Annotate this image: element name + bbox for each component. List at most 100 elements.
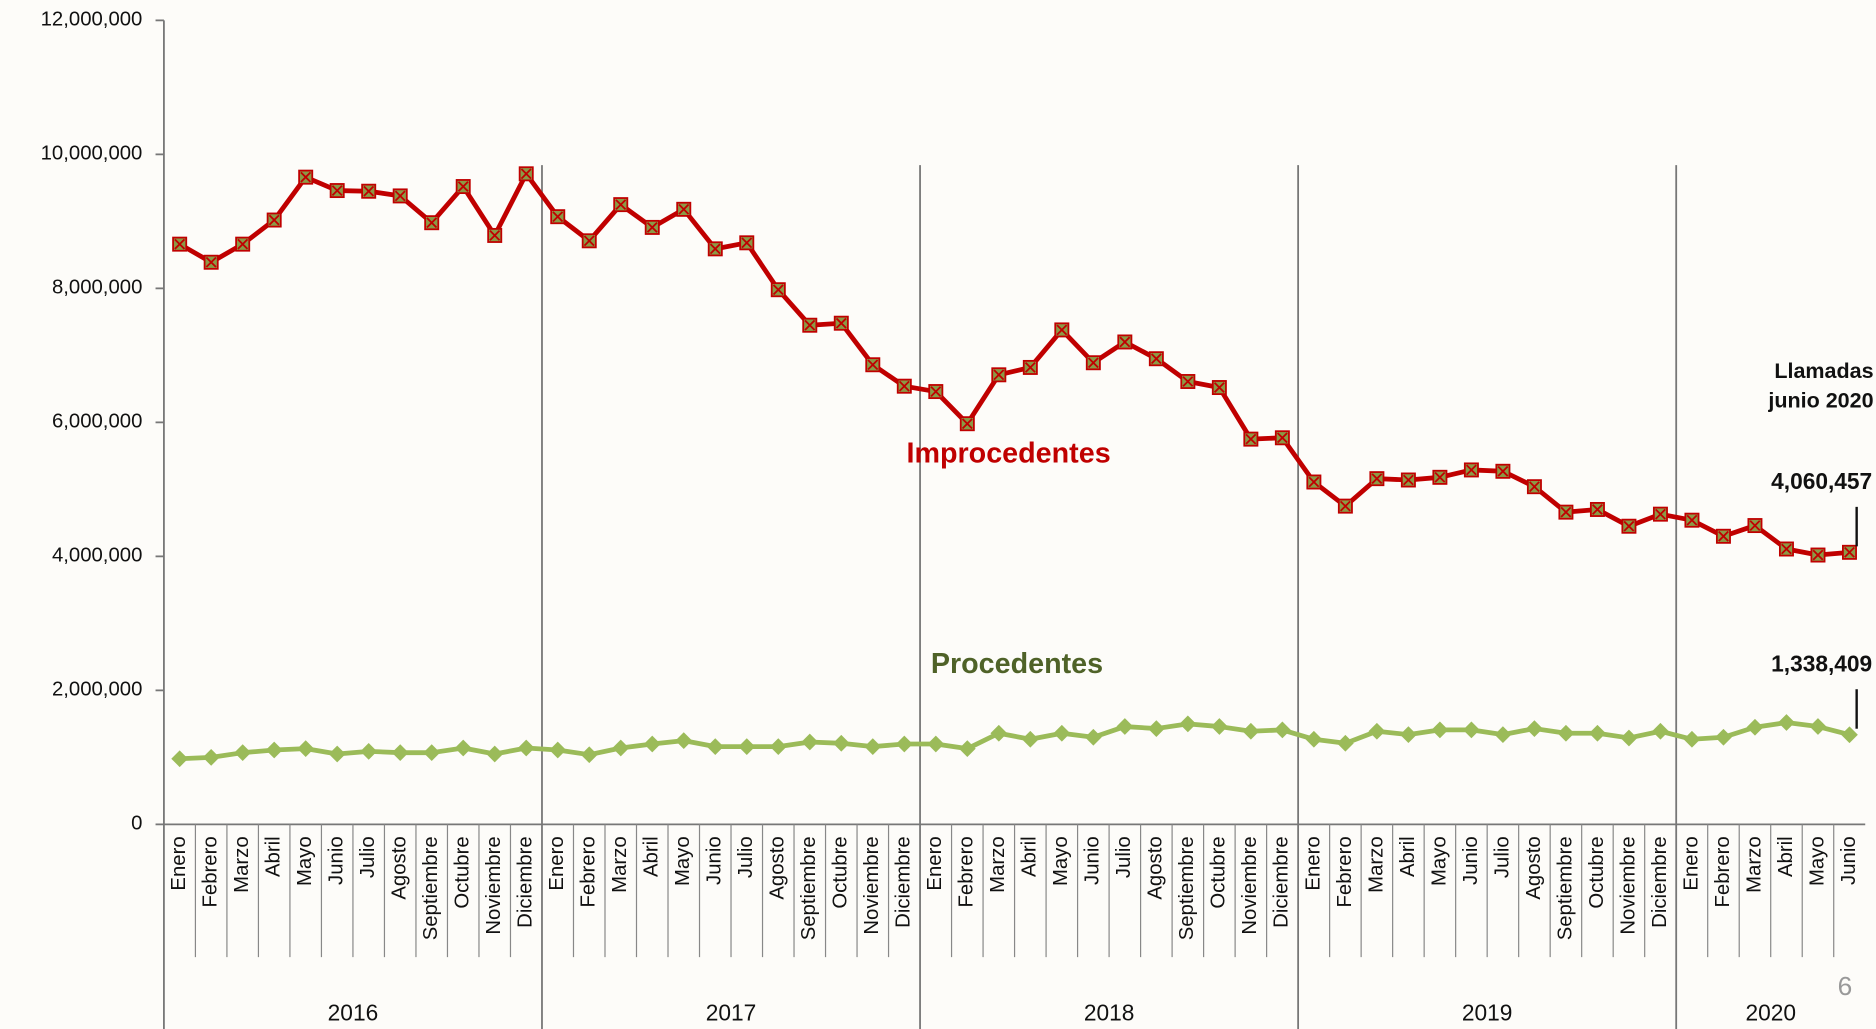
y-tick-label: 6,000,000 (52, 411, 142, 433)
marker (958, 740, 976, 758)
x-tick-label: Noviembre (483, 836, 505, 934)
x-tick-label: Diciembre (1271, 836, 1293, 928)
marker (801, 733, 819, 751)
x-tick-label: Febrero (956, 836, 978, 907)
x-tick-label: Enero (924, 836, 946, 890)
marker-cross (804, 319, 816, 331)
marker (1368, 722, 1386, 740)
marker-cross (741, 237, 753, 249)
marker (1841, 726, 1858, 744)
marker-cross (1024, 362, 1036, 373)
marker (1463, 721, 1480, 739)
x-tick-label: Abril (1019, 836, 1041, 877)
marker-cross (1592, 504, 1603, 515)
x-tick-label: Octubre (1208, 836, 1230, 908)
x-tick-label: Septiembre (1176, 836, 1198, 940)
x-tick-label: Junio (1838, 836, 1860, 885)
x-tick-label: Mayo (1050, 836, 1072, 886)
marker-cross (457, 181, 469, 192)
marker-cross (1686, 514, 1698, 526)
marker (1652, 722, 1669, 740)
marker (1273, 721, 1291, 739)
marker-cross (1371, 473, 1383, 485)
x-tick-label: Marzo (609, 836, 631, 892)
marker (864, 738, 882, 756)
x-tick-label: Agosto (1145, 836, 1167, 899)
marker (454, 739, 472, 757)
marker (1053, 724, 1071, 742)
marker-cross (1087, 357, 1099, 369)
marker (1021, 730, 1039, 748)
x-tick-label: Junio (326, 836, 348, 885)
marker (927, 735, 945, 753)
x-tick-label: Abril (1397, 836, 1419, 877)
marker-cross (1655, 508, 1666, 520)
x-tick-label: Octubre (830, 836, 852, 908)
x-tick-label: Febrero (200, 836, 222, 907)
marker-cross (237, 238, 249, 250)
x-tick-label: Abril (263, 836, 285, 877)
marker-cross (426, 217, 438, 229)
marker (1242, 722, 1260, 740)
marker (1557, 724, 1575, 742)
x-tick-label: Junio (1082, 836, 1104, 885)
marker-cross (363, 185, 375, 197)
y-tick-label: 2,000,000 (52, 679, 142, 701)
x-tick-label: Agosto (389, 836, 411, 899)
x-tick-label: Octubre (452, 836, 474, 908)
x-tick-label: Febrero (1712, 836, 1734, 907)
marker-cross (1497, 465, 1509, 477)
marker-cross (1781, 543, 1792, 555)
marker-cross (174, 238, 186, 250)
marker (1210, 718, 1228, 735)
x-tick-label: Mayo (294, 836, 316, 886)
marker (675, 732, 693, 749)
marker-cross (520, 168, 532, 180)
value-label: 1,338,409 (1771, 650, 1872, 676)
x-tick-label: Agosto (767, 836, 789, 899)
marker (1400, 726, 1417, 743)
year-label: 2016 (328, 1000, 379, 1026)
x-tick-label: Marzo (987, 836, 1009, 892)
marker-cross (1150, 353, 1162, 365)
marker-cross (300, 171, 312, 183)
annotation: Llamadas (1774, 359, 1873, 383)
marker (990, 724, 1008, 742)
marker-cross (961, 418, 973, 430)
page-number: 6 (1838, 971, 1853, 1001)
marker (1084, 728, 1102, 746)
x-tick-label: Septiembre (1554, 836, 1576, 940)
x-tick-label: Diciembre (515, 836, 537, 928)
marker (1589, 724, 1606, 742)
x-tick-label: Enero (1680, 836, 1702, 890)
x-tick-label: Julio (735, 836, 757, 878)
year-label: 2017 (706, 1000, 757, 1026)
marker (1683, 730, 1701, 748)
marker (1116, 718, 1134, 735)
year-label: 2020 (1745, 1000, 1796, 1026)
marker (1809, 718, 1827, 735)
x-tick-label: Julio (1491, 836, 1513, 878)
marker-cross (1119, 336, 1131, 348)
marker (1431, 721, 1449, 739)
marker (706, 738, 724, 756)
marker (643, 735, 661, 753)
marker (1620, 729, 1638, 747)
marker-cross (1528, 481, 1540, 493)
marker-cross (709, 243, 721, 255)
marker (265, 741, 283, 759)
marker (549, 741, 567, 759)
x-tick-label: Marzo (1365, 836, 1387, 892)
marker-cross (583, 235, 595, 247)
marker (391, 744, 409, 762)
x-tick-label: Marzo (1743, 836, 1765, 892)
marker-cross (1718, 530, 1729, 542)
x-tick-label: Febrero (1334, 836, 1356, 907)
x-tick-label: Septiembre (420, 836, 442, 940)
x-tick-label: Octubre (1586, 836, 1608, 908)
marker (423, 744, 441, 762)
year-label: 2019 (1462, 1000, 1513, 1026)
marker-cross (1245, 433, 1257, 445)
x-tick-label: Abril (641, 836, 663, 877)
